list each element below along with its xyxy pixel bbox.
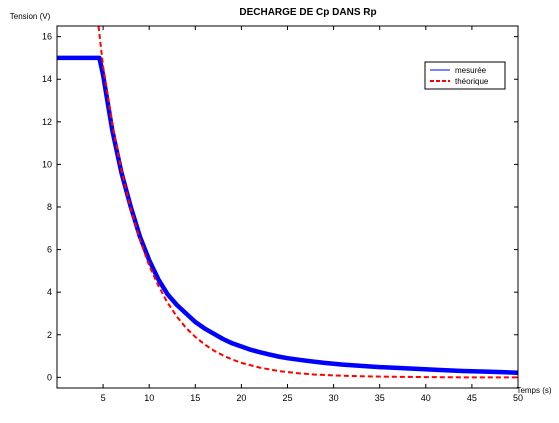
x-tick-label: 10 (144, 393, 154, 403)
series-group (57, 26, 518, 379)
x-tick-label: 25 (282, 393, 292, 403)
legend-label-theorique: théorique (455, 77, 489, 86)
y-tick-label: 0 (47, 372, 52, 382)
x-tick-label: 35 (375, 393, 385, 403)
y-tick-label: 10 (42, 159, 52, 169)
y-tick-label: 4 (47, 287, 52, 297)
y-tick-label: 2 (47, 330, 52, 340)
x-tick-label: 20 (236, 393, 246, 403)
x-tick-label: 5 (101, 393, 106, 403)
legend: mesurée théorique (424, 61, 506, 90)
chart-title: DECHARGE DE Cp DANS Rp (239, 7, 376, 18)
y-tick-label: 6 (47, 245, 52, 255)
y-axis-label: Tension (V) (10, 12, 51, 21)
x-tick-label: 15 (190, 393, 200, 403)
y-tick-label: 12 (42, 117, 52, 127)
y-tick-label: 8 (47, 202, 52, 212)
series-theorique-line (97, 26, 518, 379)
x-tick-label: 40 (421, 393, 431, 403)
x-axis-label: Temps (s) (516, 386, 551, 395)
x-tick-label: 45 (467, 393, 477, 403)
x-tick-label: 50 (513, 393, 523, 403)
x-tick-label: 30 (329, 393, 339, 403)
y-tick-label: 14 (42, 74, 52, 84)
y-tick-label: 16 (42, 32, 52, 42)
series-mesuree-line (57, 55, 518, 375)
axis-ticks: 5 10 15 20 25 30 35 40 45 50 0 2 4 6 8 10 12 14 16 (42, 26, 523, 403)
plot-frame (56, 25, 519, 389)
legend-label-mesuree: mesurée (455, 66, 487, 75)
legend-box (424, 61, 506, 90)
